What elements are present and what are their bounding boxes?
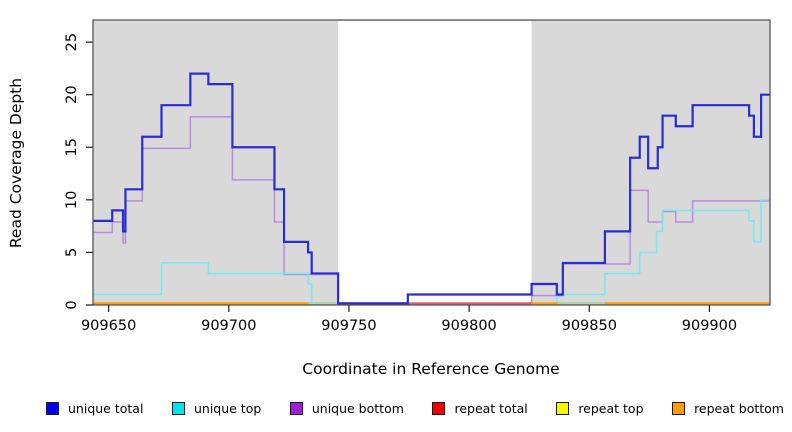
y-tick-label: 20 <box>64 85 80 103</box>
legend-item-repeat-total: repeat total <box>432 400 528 416</box>
legend-swatch-repeat-bottom <box>672 401 686 415</box>
legend-swatch-unique-top <box>171 401 185 415</box>
series-unique-top-line <box>93 199 770 305</box>
legend: unique total unique top unique bottom repea… <box>46 398 784 418</box>
x-tick-label: 909850 <box>562 318 617 334</box>
x-tick-label: 909650 <box>81 318 136 334</box>
y-tick-label: 25 <box>64 33 80 51</box>
x-axis-title: Coordinate in Reference Genome <box>302 360 559 378</box>
x-tick-label: 909800 <box>441 318 496 334</box>
legend-item-repeat-bottom: repeat bottom <box>672 401 784 416</box>
x-tick-label: 909700 <box>201 318 256 334</box>
y-tick-label: 0 <box>64 300 80 309</box>
x-tick-label: 909750 <box>321 318 376 334</box>
plot-area: 909650 909700 909750 909800 909850 909900 0 5 10… <box>64 19 771 334</box>
plot-border <box>92 19 771 306</box>
repeat-region-band <box>338 21 532 305</box>
x-tick-label: 909900 <box>682 318 737 334</box>
legend-item-repeat-top: repeat top <box>556 400 644 416</box>
legend-label: repeat total <box>454 400 528 416</box>
y-tick-label: 15 <box>64 138 80 156</box>
y-axis-title: Read Coverage Depth <box>7 78 25 248</box>
legend-label: repeat top <box>578 400 644 416</box>
legend-item-unique-total: unique total <box>46 401 143 416</box>
y-tick-label: 5 <box>64 248 80 257</box>
legend-swatch-repeat-top <box>556 401 570 415</box>
legend-item-unique-top: unique top <box>171 400 262 416</box>
y-tick-label: 10 <box>64 191 80 209</box>
series-unique-total-line <box>93 72 770 305</box>
legend-swatch-unique-total <box>46 401 59 415</box>
legend-label: unique total <box>68 400 144 416</box>
legend-label: repeat bottom <box>694 400 784 416</box>
legend-item-unique-bottom: unique bottom <box>289 400 404 416</box>
legend-swatch-unique-bottom <box>289 401 303 415</box>
legend-label: unique top <box>193 400 262 416</box>
legend-swatch-repeat-total <box>432 401 446 415</box>
legend-label: unique bottom <box>311 400 404 416</box>
